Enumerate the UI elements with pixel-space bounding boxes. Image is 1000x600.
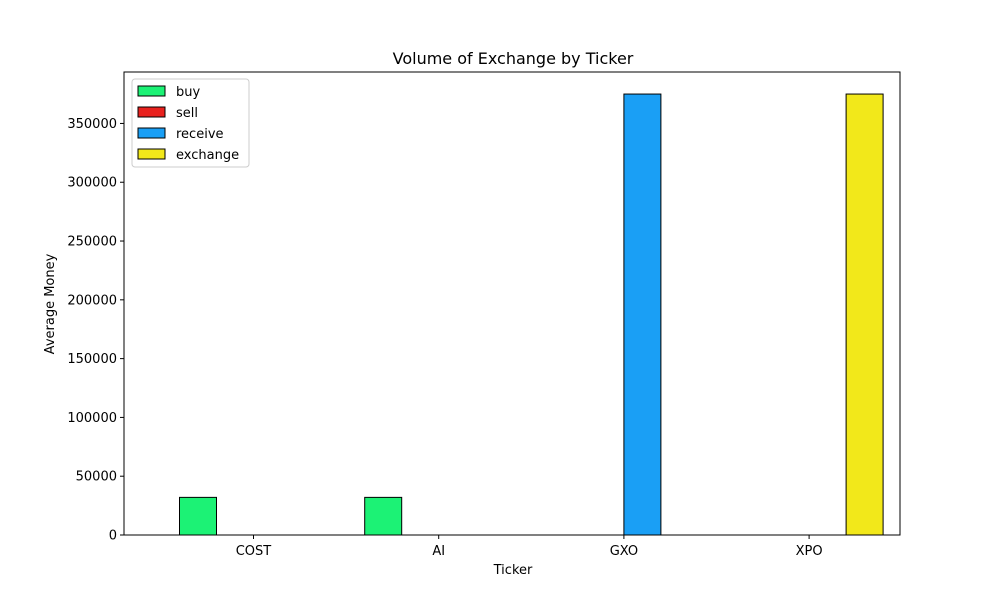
bar-buy-ai	[364, 496, 403, 536]
legend-swatch-receive	[137, 127, 166, 139]
x-axis-label: Ticker	[493, 563, 533, 578]
legend: buy sell receive exchange	[131, 78, 250, 168]
legend-label-receive: receive	[176, 127, 224, 142]
plot-background	[124, 72, 900, 535]
bar-exchange-xpo	[845, 93, 884, 536]
plot-area: COST AI GXO XPO 0 50000 100000 150000 200000 2500…	[67, 71, 901, 559]
legend-swatch-exchange	[137, 148, 166, 160]
y-tick-label: 200000	[67, 293, 117, 308]
bar-receive-gxo	[623, 93, 662, 536]
legend-swatch-buy	[137, 85, 166, 97]
legend-box	[131, 78, 250, 168]
y-tick-label: 50000	[76, 470, 117, 485]
y-tick-label: 0	[109, 529, 117, 544]
x-tick-label: COST	[236, 544, 272, 559]
x-tick-label: AI	[432, 544, 445, 559]
x-tick-label: GXO	[610, 544, 638, 559]
legend-swatch-sell	[137, 106, 166, 118]
y-tick-label: 300000	[67, 176, 117, 191]
legend-label-sell: sell	[176, 106, 198, 121]
legend-label-buy: buy	[176, 85, 200, 100]
y-tick-label: 350000	[67, 117, 117, 132]
chart-title: Volume of Exchange by Ticker	[393, 49, 634, 68]
bar-buy-cost	[179, 496, 217, 536]
x-tick-label: XPO	[796, 544, 823, 559]
y-tick-label: 250000	[67, 235, 117, 250]
y-axis-label: Average Money	[43, 253, 58, 354]
y-tick-label: 100000	[67, 411, 117, 426]
plot-frame	[123, 71, 901, 536]
y-tick-label: 150000	[67, 352, 117, 367]
legend-label-exchange: exchange	[176, 148, 239, 163]
